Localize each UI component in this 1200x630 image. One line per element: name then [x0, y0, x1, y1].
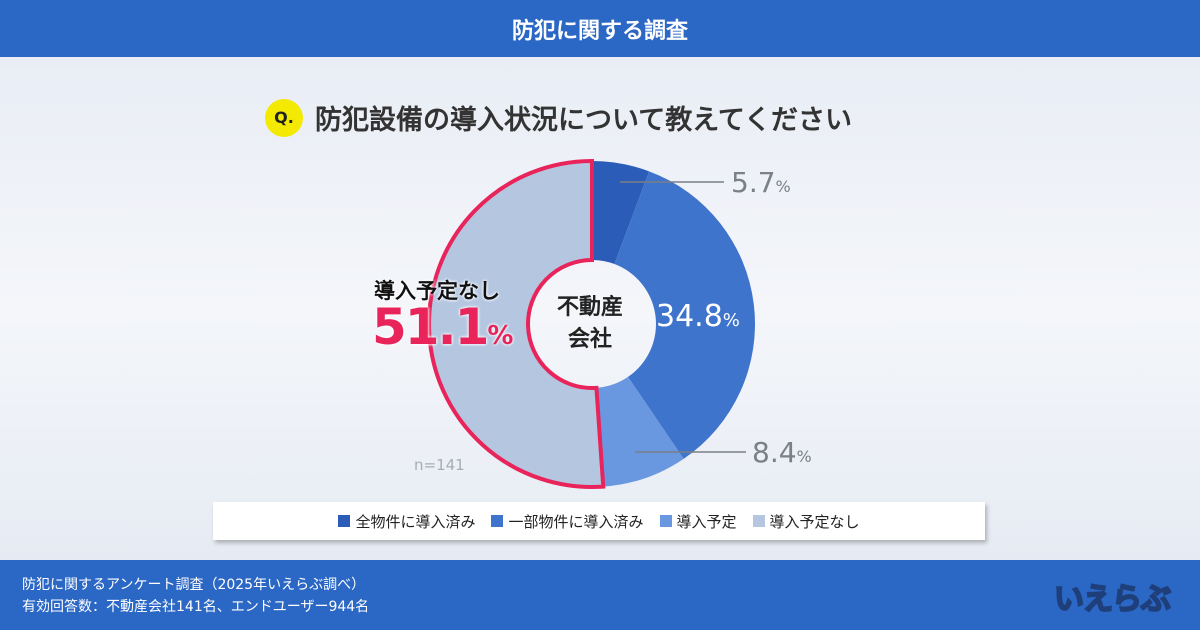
legend: 全物件に導入済み 一部物件に導入済み 導入予定 導入予定なし: [213, 502, 985, 540]
legend-swatch: [659, 515, 672, 527]
pie-slice-3: [428, 161, 604, 488]
header-bar: 防犯に関する調査: [0, 0, 1200, 57]
highlight-category: 導入予定なし: [374, 279, 500, 303]
label-slice-2: 8.4%: [752, 436, 812, 469]
sample-size: n=141: [414, 456, 465, 474]
question-badge: Q.: [265, 98, 303, 137]
logo: いえらぶ: [1053, 581, 1172, 618]
legend-item: 導入予定なし: [752, 511, 860, 532]
question-text: 防犯設備の導入状況について教えてください: [315, 105, 853, 136]
legend-swatch: [338, 515, 351, 527]
label-slice-1: 34.8%: [656, 299, 740, 334]
footer: 防犯に関するアンケート調査（2025年いえらぶ調べ） 有効回答数：不動産会社14…: [0, 560, 1200, 630]
highlight-outline: [427, 158, 606, 489]
footer-line2: 有効回答数：不動産会社141名、エンドユーザー944名: [22, 599, 370, 615]
pie-slice-1: [614, 171, 755, 459]
legend-swatch: [752, 515, 765, 527]
pie-slice-0: [592, 161, 650, 265]
highlight-value: 51.1%: [372, 298, 514, 356]
legend-item: 全物件に導入済み: [338, 511, 475, 532]
legend-item: 一部物件に導入済み: [491, 511, 644, 532]
center-label: 不動産 会社: [556, 295, 623, 352]
pie-slice-2: [596, 376, 684, 487]
label-slice-0: 5.7%: [731, 166, 791, 199]
question: Q. 防犯設備の導入状況について教えてください: [265, 98, 852, 137]
legend-item: 導入予定: [659, 511, 737, 532]
footer-line1: 防犯に関するアンケート調査（2025年いえらぶ調べ）: [22, 577, 366, 593]
legend-swatch: [491, 515, 504, 527]
header-title: 防犯に関する調査: [511, 18, 688, 44]
